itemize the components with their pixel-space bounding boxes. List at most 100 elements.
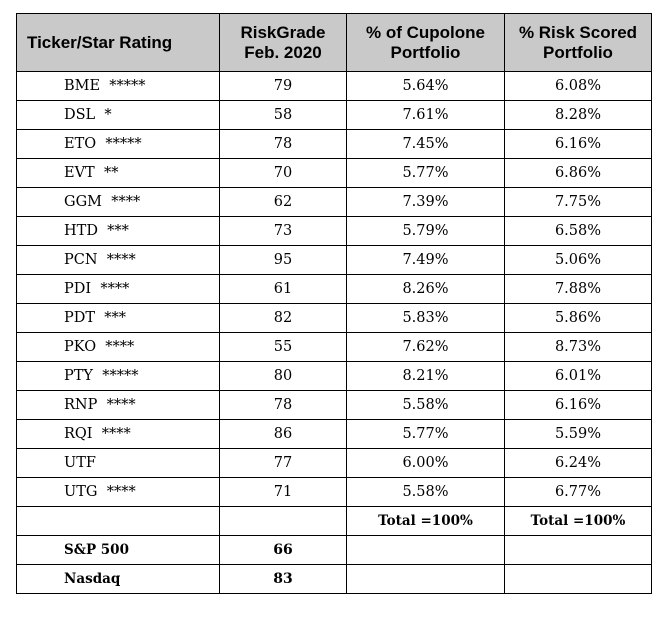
risk-scored-pct-cell: 6.16% [504,129,652,159]
empty-cell [16,506,220,536]
cupolone-pct-cell: 8.26% [346,274,505,304]
ticker-cell: UTF [16,448,220,478]
riskgrade-cell: 79 [219,71,347,101]
index-riskgrade-cell: 83 [219,564,347,594]
riskgrade-cell: 80 [219,361,347,391]
risk-scored-pct-cell: 6.58% [504,216,652,246]
riskgrade-cell: 55 [219,332,347,362]
cupolone-pct-cell: 6.00% [346,448,505,478]
header-row: Ticker/Star Rating RiskGrade Feb. 2020 %… [16,13,652,72]
table-row: GGM **** 62 7.39% 7.75% [16,187,652,217]
cupolone-pct-cell: 5.58% [346,390,505,420]
ticker-cell: EVT ** [16,158,220,188]
riskgrade-cell: 86 [219,419,347,449]
risk-scored-total-cell: Total =100% [504,506,652,536]
cupolone-pct-cell: 5.64% [346,71,505,101]
table-row: PCN **** 95 7.49% 5.06% [16,245,652,275]
table-row: UTG **** 71 5.58% 6.77% [16,477,652,507]
riskgrade-cell: 71 [219,477,347,507]
risk-scored-pct-cell: 8.28% [504,100,652,130]
ticker-cell: PDI **** [16,274,220,304]
header-risk-scored-portfolio: % Risk Scored Portfolio [504,13,652,72]
ticker-cell: HTD *** [16,216,220,246]
header-cupolone-portfolio: % of Cupolone Portfolio [346,13,505,72]
ticker-cell: DSL * [16,100,220,130]
ticker-cell: PTY ***** [16,361,220,391]
riskgrade-cell: 70 [219,158,347,188]
index-riskgrade-cell: 66 [219,535,347,565]
cupolone-pct-cell: 7.39% [346,187,505,217]
header-riskgrade-line2: Feb. 2020 [244,42,322,62]
ticker-cell: GGM **** [16,187,220,217]
ticker-cell: RNP **** [16,390,220,420]
ticker-cell: UTG **** [16,477,220,507]
table-row: ETO ***** 78 7.45% 6.16% [16,129,652,159]
table-row: DSL * 58 7.61% 8.28% [16,100,652,130]
table-row: PDT *** 82 5.83% 5.86% [16,303,652,333]
risk-scored-pct-cell: 8.73% [504,332,652,362]
header-riskgrade: RiskGrade Feb. 2020 [219,13,347,72]
cupolone-pct-cell: 5.77% [346,158,505,188]
index-row: S&P 500 66 [16,535,652,565]
totals-row: Total =100% Total =100% [16,506,652,536]
header-riskgrade-line1: RiskGrade [240,22,326,42]
ticker-cell: PKO **** [16,332,220,362]
table-row: RNP **** 78 5.58% 6.16% [16,390,652,420]
table-row: BME ***** 79 5.64% 6.08% [16,71,652,101]
risk-scored-pct-cell: 5.86% [504,303,652,333]
riskgrade-cell: 95 [219,245,347,275]
header-cupolone-line2: Portfolio [390,42,461,62]
header-risk-scored-line2: Portfolio [543,42,613,62]
table-body: BME ***** 79 5.64% 6.08% DSL * 58 7.61% 8.28% … [16,71,652,594]
cupolone-total-cell: Total =100% [346,506,505,536]
risk-scored-pct-cell: 5.59% [504,419,652,449]
portfolio-table: Ticker/Star Rating RiskGrade Feb. 2020 %… [16,13,652,594]
riskgrade-cell: 78 [219,129,347,159]
risk-scored-pct-cell: 6.16% [504,390,652,420]
riskgrade-cell: 62 [219,187,347,217]
cupolone-pct-cell: 7.61% [346,100,505,130]
riskgrade-cell: 77 [219,448,347,478]
riskgrade-cell: 82 [219,303,347,333]
risk-scored-pct-cell: 6.24% [504,448,652,478]
table-row: EVT ** 70 5.77% 6.86% [16,158,652,188]
header-ticker-star-rating: Ticker/Star Rating [16,13,220,72]
index-name-cell: S&P 500 [16,535,220,565]
table-row: UTF 77 6.00% 6.24% [16,448,652,478]
ticker-cell: PDT *** [16,303,220,333]
risk-scored-pct-cell: 6.01% [504,361,652,391]
table-row: RQI **** 86 5.77% 5.59% [16,419,652,449]
risk-scored-pct-cell: 6.77% [504,477,652,507]
riskgrade-cell: 58 [219,100,347,130]
cupolone-pct-cell: 5.83% [346,303,505,333]
index-row: Nasdaq 83 [16,564,652,594]
cupolone-pct-cell: 7.49% [346,245,505,275]
index-name-cell: Nasdaq [16,564,220,594]
risk-scored-pct-cell: 6.08% [504,71,652,101]
ticker-cell: ETO ***** [16,129,220,159]
riskgrade-cell: 73 [219,216,347,246]
table-row: PTY ***** 80 8.21% 6.01% [16,361,652,391]
ticker-cell: PCN **** [16,245,220,275]
riskgrade-cell: 78 [219,390,347,420]
empty-cell [504,535,652,565]
empty-cell [346,535,505,565]
header-risk-scored-line1: % Risk Scored [518,22,638,42]
cupolone-pct-cell: 5.77% [346,419,505,449]
risk-scored-pct-cell: 7.88% [504,274,652,304]
cupolone-pct-cell: 5.58% [346,477,505,507]
cupolone-pct-cell: 7.45% [346,129,505,159]
cupolone-pct-cell: 8.21% [346,361,505,391]
ticker-cell: BME ***** [16,71,220,101]
table-row: PDI **** 61 8.26% 7.88% [16,274,652,304]
table-row: PKO **** 55 7.62% 8.73% [16,332,652,362]
risk-scored-pct-cell: 7.75% [504,187,652,217]
empty-cell [346,564,505,594]
riskgrade-cell: 61 [219,274,347,304]
empty-cell [504,564,652,594]
table-row: HTD *** 73 5.79% 6.58% [16,216,652,246]
ticker-cell: RQI **** [16,419,220,449]
cupolone-pct-cell: 5.79% [346,216,505,246]
cupolone-pct-cell: 7.62% [346,332,505,362]
risk-scored-pct-cell: 6.86% [504,158,652,188]
